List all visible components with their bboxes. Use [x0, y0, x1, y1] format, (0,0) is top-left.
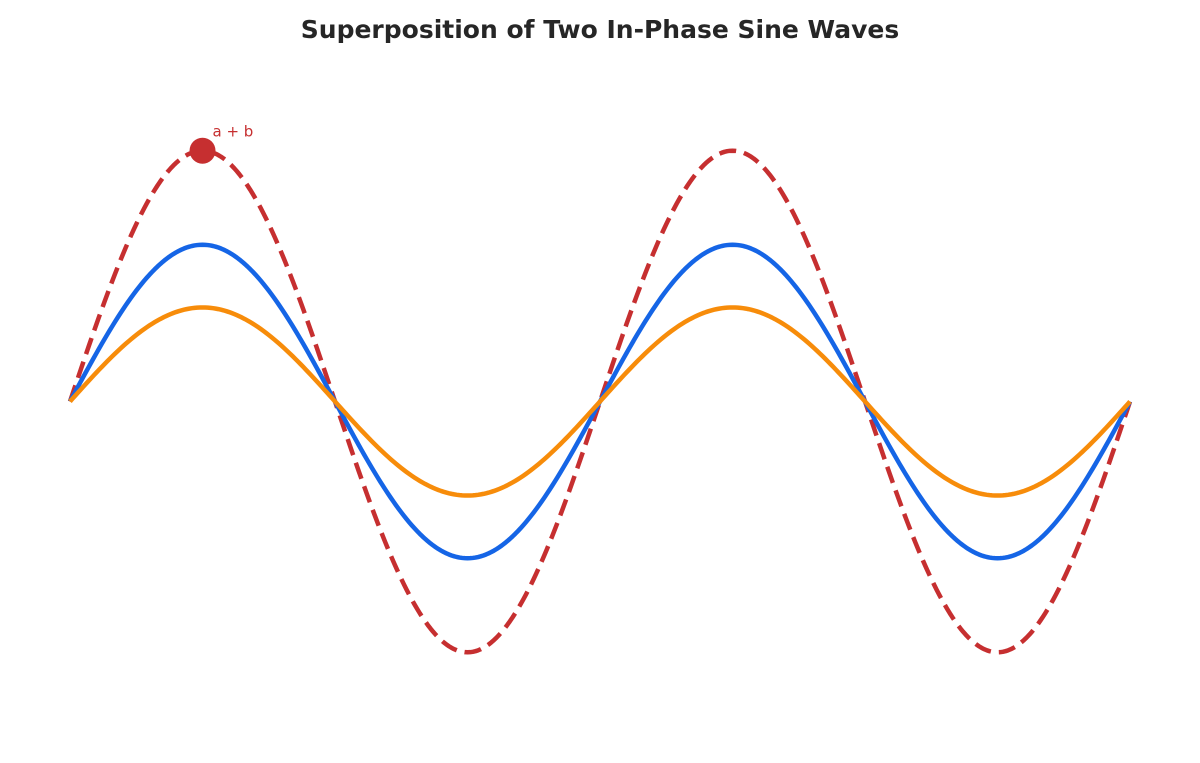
chart-title: Superposition of Two In-Phase Sine Waves [301, 15, 899, 44]
series-layer [67, 148, 1133, 655]
series-line-2 [67, 148, 1133, 655]
annotation-marker-0 [189, 137, 216, 164]
annotation-label-0: a + b [213, 123, 254, 141]
series-line-1 [68, 305, 1132, 498]
annotation-layer: a + b [189, 123, 254, 164]
